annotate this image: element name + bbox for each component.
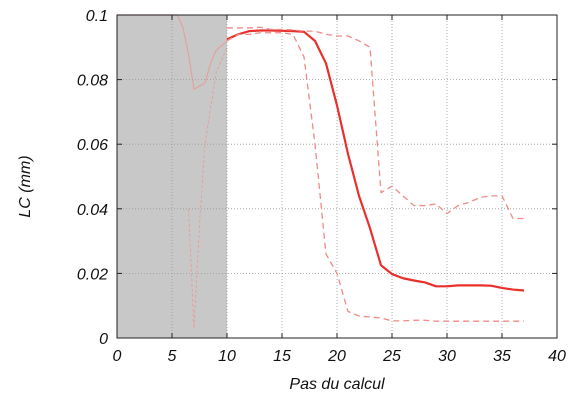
x-tick-label: 5 bbox=[168, 348, 177, 365]
x-tick-label: 25 bbox=[382, 348, 401, 365]
x-tick-label: 40 bbox=[548, 348, 566, 365]
x-tick-label: 0 bbox=[113, 348, 122, 365]
shaded-region-layer bbox=[117, 14, 228, 338]
shaded-trace-line bbox=[117, 14, 228, 91]
plot-frame-layer bbox=[116, 14, 558, 339]
y-tick-label: 0.06 bbox=[77, 137, 108, 154]
x-tick-label: 20 bbox=[327, 348, 346, 365]
tick-label-layer: 0 5 10 15 20 25 30 35 40 0 0.02 0.04 0.06 0.08 0.1 bbox=[77, 8, 566, 365]
series-line-bound-1 bbox=[227, 26, 524, 220]
y-tick-label: 0.08 bbox=[77, 73, 108, 90]
y-tick-label: 0.04 bbox=[77, 202, 108, 219]
y-tick-label: 0 bbox=[99, 331, 108, 348]
series-line-mean bbox=[226, 29, 525, 292]
x-tick-label: 35 bbox=[493, 348, 511, 365]
x-tick-label: 30 bbox=[438, 348, 456, 365]
shaded-spike-line bbox=[188, 47, 228, 329]
x-tick-label: 15 bbox=[273, 348, 291, 365]
series-layer bbox=[226, 26, 525, 322]
y-axis-label: LC (mm) bbox=[17, 155, 34, 217]
y-tick-label: 0.1 bbox=[86, 8, 108, 25]
x-axis-label: Pas du calcul bbox=[289, 376, 385, 393]
x-tick-label: 10 bbox=[218, 348, 236, 365]
y-tick-label: 0.02 bbox=[77, 266, 108, 283]
series-line-bound-2 bbox=[226, 32, 524, 322]
